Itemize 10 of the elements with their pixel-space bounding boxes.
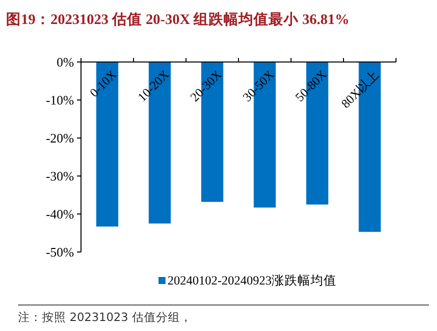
- y-tick-label: -30%: [46, 168, 74, 184]
- x-tick-label: 80X以上: [338, 67, 382, 111]
- y-tick-label: -50%: [46, 244, 74, 260]
- chart-title: 图19：20231023 估值 20-30X 组跌幅均值最小 36.81%: [6, 11, 350, 28]
- y-tick-label: 0%: [56, 54, 74, 70]
- y-tick-label: -10%: [46, 92, 74, 108]
- y-tick-label: -20%: [46, 130, 74, 146]
- text: 注：按照 20231023 估值分组，: [18, 310, 192, 324]
- legend-label: 20240102-20240923涨跌幅均值: [168, 273, 337, 288]
- y-tick-label: -40%: [46, 206, 74, 222]
